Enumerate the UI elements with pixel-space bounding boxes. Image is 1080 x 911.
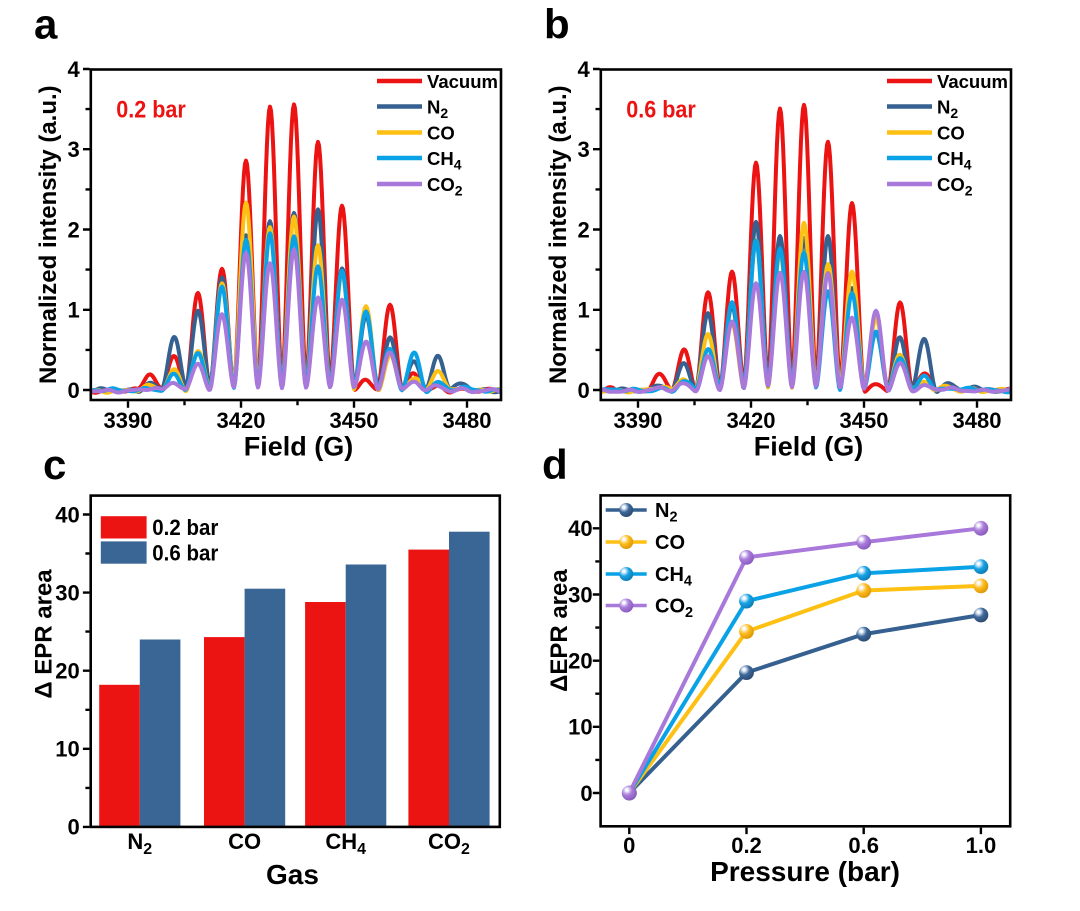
svg-text:40: 40 — [568, 516, 592, 541]
svg-text:ΔEPR area: ΔEPR area — [546, 569, 573, 692]
svg-text:3450: 3450 — [330, 408, 379, 433]
svg-text:3390: 3390 — [614, 408, 663, 433]
svg-text:CO: CO — [427, 122, 455, 143]
svg-text:Gas: Gas — [266, 859, 319, 890]
svg-text:20: 20 — [568, 649, 592, 674]
svg-text:Normalized intensity (a.u.): Normalized intensity (a.u.) — [35, 85, 62, 384]
svg-text:3480: 3480 — [953, 408, 1002, 433]
svg-text:3390: 3390 — [104, 408, 153, 433]
svg-text:a: a — [34, 1, 58, 48]
svg-text:0: 0 — [578, 378, 590, 403]
svg-text:20: 20 — [55, 659, 79, 684]
svg-text:0: 0 — [67, 815, 79, 840]
svg-text:0: 0 — [580, 781, 592, 806]
svg-text:0.2: 0.2 — [731, 833, 762, 858]
svg-text:0.2 bar: 0.2 bar — [116, 97, 186, 124]
svg-text:3480: 3480 — [443, 408, 492, 433]
svg-text:4: 4 — [68, 57, 81, 82]
svg-text:0.6: 0.6 — [848, 833, 879, 858]
svg-text:4: 4 — [578, 57, 591, 82]
svg-text:1.0: 1.0 — [966, 833, 997, 858]
svg-text:Vacuum: Vacuum — [427, 71, 498, 92]
svg-text:Normalized intensity (a.u.): Normalized intensity (a.u.) — [545, 85, 572, 384]
svg-text:3: 3 — [578, 137, 590, 162]
svg-text:3450: 3450 — [840, 408, 889, 433]
svg-text:3420: 3420 — [727, 408, 776, 433]
svg-text:3: 3 — [68, 137, 80, 162]
svg-text:CO: CO — [655, 532, 685, 554]
svg-text:Field (G): Field (G) — [754, 432, 864, 462]
svg-text:d: d — [542, 441, 568, 488]
svg-text:c: c — [43, 441, 66, 488]
svg-text:0.6 bar: 0.6 bar — [152, 540, 218, 565]
svg-text:2: 2 — [68, 217, 80, 242]
svg-text:0: 0 — [68, 378, 80, 403]
svg-text:Pressure (bar): Pressure (bar) — [710, 856, 900, 887]
svg-text:2: 2 — [578, 217, 590, 242]
svg-text:1: 1 — [578, 298, 590, 323]
svg-text:0.6 bar: 0.6 bar — [626, 97, 696, 124]
svg-text:30: 30 — [55, 580, 79, 605]
svg-text:3420: 3420 — [217, 408, 266, 433]
svg-text:40: 40 — [55, 502, 79, 527]
svg-text:10: 10 — [55, 737, 79, 762]
svg-text:30: 30 — [568, 582, 592, 607]
svg-text:10: 10 — [568, 715, 592, 740]
svg-text:Vacuum: Vacuum — [937, 71, 1008, 92]
svg-text:0.2 bar: 0.2 bar — [152, 515, 218, 540]
svg-text:1: 1 — [68, 298, 80, 323]
svg-text:CO: CO — [228, 829, 261, 854]
svg-text:b: b — [544, 1, 570, 48]
svg-text:Field (G): Field (G) — [244, 432, 354, 462]
svg-text:CO: CO — [937, 122, 965, 143]
svg-text:Δ EPR area: Δ EPR area — [31, 569, 58, 699]
svg-text:0: 0 — [623, 833, 635, 858]
